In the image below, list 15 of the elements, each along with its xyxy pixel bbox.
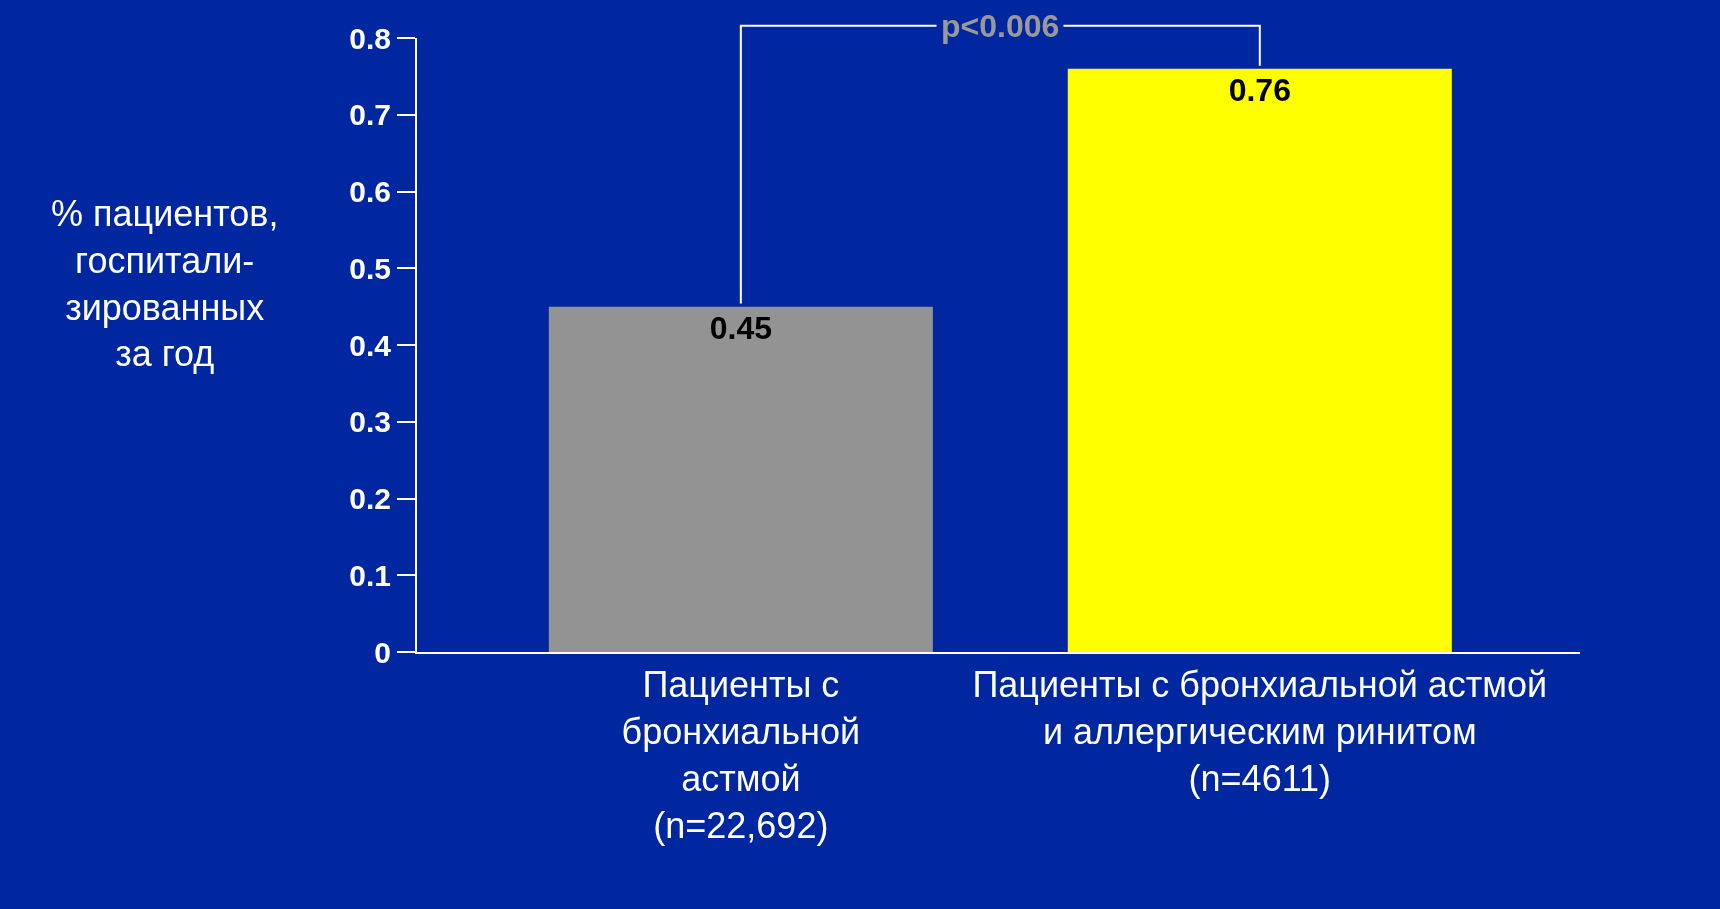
y-tick-label: 0 — [374, 635, 391, 669]
y-tick-label: 0.2 — [349, 482, 391, 515]
y-tick-label: 0.7 — [349, 98, 391, 132]
y-tick-label: 0.3 — [349, 405, 391, 439]
annotation: p<0.006 — [941, 8, 1060, 44]
y-tick-label: 0.4 — [349, 328, 392, 362]
x-tick-label: Пациенты с бронхиальной астмой (n=22,692) — [621, 664, 861, 846]
y-tick-label: 0.1 — [349, 558, 391, 592]
data-label: 0.76 — [1228, 71, 1291, 108]
y-axis-title: % пациентов, госпитали- зированных за год — [51, 193, 279, 375]
y-tick-label: 0.6 — [349, 175, 391, 208]
x-tick-label: Пациенты с бронхиальной астмой и аллергическим ринитом (n=4611) — [972, 664, 1548, 799]
y-tick-label: 0.5 — [349, 251, 391, 285]
data-label: 0.45 — [709, 309, 772, 346]
y-tick-label: 0.8 — [349, 21, 391, 55]
